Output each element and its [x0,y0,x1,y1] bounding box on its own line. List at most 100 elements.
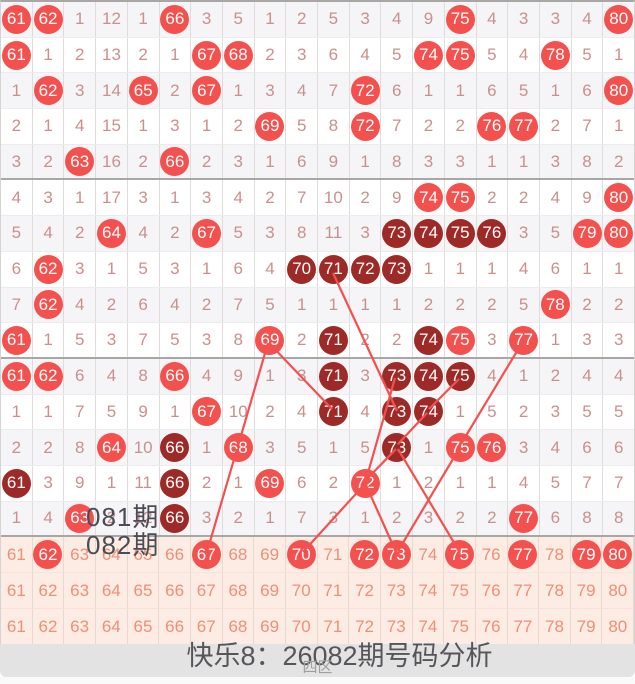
miss-count-cell: 2 [1,430,33,465]
miss-count: 7 [582,116,592,136]
miss-count-cell: 1 [413,73,445,109]
miss-count: 2 [296,9,307,29]
miss-count: 14 [102,80,121,100]
drawn-ball-75: 75 [445,40,475,70]
drawn-number-cell: 79 [572,216,604,251]
miss-count-cell: 3 [191,323,223,357]
miss-count-cell: 3 [255,73,287,109]
miss-count-cell: 1 [33,394,65,430]
miss-count-cell: 1 [33,323,65,357]
miss-count-cell: 1 [413,430,445,465]
miss-count-cell: 7 [572,109,604,144]
miss-count: 7 [11,294,22,314]
drawn-number-cell: 78 [540,37,572,73]
miss-count: 3 [518,437,529,457]
miss-count: 4 [75,116,85,136]
miss-count-cell: 4 [33,216,65,251]
drawn-number-cell: 75 [445,430,477,465]
repeat-ball-74: 74 [413,397,443,427]
miss-count: 9 [392,187,402,207]
miss-count: 4 [296,401,307,421]
miss-count-cell: 1 [350,144,382,179]
column-number: 64 [101,544,121,564]
column-number-cell: 64 [96,609,128,645]
drawn-number-cell: 67 [191,37,223,73]
column-number: 65 [133,544,153,564]
miss-count: 6 [138,294,148,314]
miss-count: 3 [201,330,212,350]
miss-count: 1 [201,116,212,136]
drawn-ball-75: 75 [445,4,475,34]
trend-row: 3 2 63 16 2 66 2 3 1 6 9 1 8 3 3 1 1 3 8 2 [1,144,634,181]
miss-count-cell: 1 [255,2,287,37]
drawn-ball-69: 69 [255,468,285,498]
miss-count-cell: 3 [191,180,223,216]
miss-count-cell: 4 [223,180,255,216]
drawn-number-cell: 76 [477,109,509,144]
drawn-number-cell: 61 [1,358,33,394]
miss-count-cell: 3 [64,73,97,109]
miss-count: 2 [423,473,434,493]
miss-count-cell: 4 [508,37,540,73]
miss-count-cell: 6 [540,501,572,536]
miss-count: 5 [613,401,624,421]
miss-count-cell: 2 [350,180,382,216]
column-number-cell: 68 [223,573,255,609]
miss-count: 11 [324,223,343,243]
drawn-number-cell: 76 [477,430,509,465]
miss-count: 3 [265,223,275,243]
drawn-number-cell: 62 [33,251,65,287]
miss-count: 2 [360,187,370,207]
miss-count-cell: 1 [445,465,477,501]
miss-count-cell: 2 [508,394,540,430]
miss-count: 7 [582,473,592,493]
drawn-number-cell: 71 [318,323,350,357]
miss-count-cell: 3 [255,216,287,251]
drawn-number-cell: 75 [444,537,476,573]
column-number-cell: 75 [444,573,476,609]
miss-count-cell: 4 [286,73,319,109]
miss-count: 5 [518,80,529,100]
miss-count-cell: 4 [191,358,223,394]
miss-count: 4 [296,80,307,100]
miss-count-cell: 10 [318,180,350,216]
miss-count: 1 [75,9,85,29]
column-number-cell: 69 [254,609,286,645]
drawn-ball-65: 65 [128,76,158,106]
miss-count-cell: 3 [318,501,350,536]
column-number: 66 [165,616,185,636]
miss-count: 1 [43,330,53,350]
miss-count-cell: 9 [128,394,160,430]
miss-count: 3 [75,80,85,100]
miss-count: 5 [138,259,148,279]
miss-count: 1 [328,294,339,314]
miss-count: 3 [75,259,85,279]
miss-count-cell: 4 [540,180,572,216]
drawn-ball-61: 61 [1,361,31,391]
drawn-ball-78: 78 [540,290,570,320]
column-number: 68 [228,580,248,600]
drawn-number-cell: 74 [413,358,445,394]
miss-count-cell: 4 [572,2,604,37]
repeat-ball-71: 71 [318,397,348,427]
miss-count-cell: 2 [413,287,445,323]
miss-count: 4 [11,187,22,207]
miss-count: 2 [392,330,402,350]
miss-count: 2 [201,473,212,493]
column-number: 73 [386,580,406,600]
miss-count: 3 [455,151,465,171]
drawn-ball-79: 79 [571,540,601,570]
miss-count-cell: 3 [33,180,65,216]
miss-count-cell: 4 [477,358,509,394]
period-label-081: 081期 [86,502,160,532]
miss-count: 1 [233,473,243,493]
miss-count: 4 [138,223,148,243]
trend-row: 61 3 9 1 11 66 2 1 69 6 2 72 1 2 1 1 4 5 7 7 [1,465,634,502]
column-number-cell: 76 [476,573,508,609]
miss-count: 1 [43,45,53,65]
miss-count: 1 [455,259,465,279]
column-number-cell: 61 [1,537,33,573]
miss-count: 1 [265,9,275,29]
repeat-ball-73: 73 [382,397,412,427]
miss-count: 2 [328,473,339,493]
